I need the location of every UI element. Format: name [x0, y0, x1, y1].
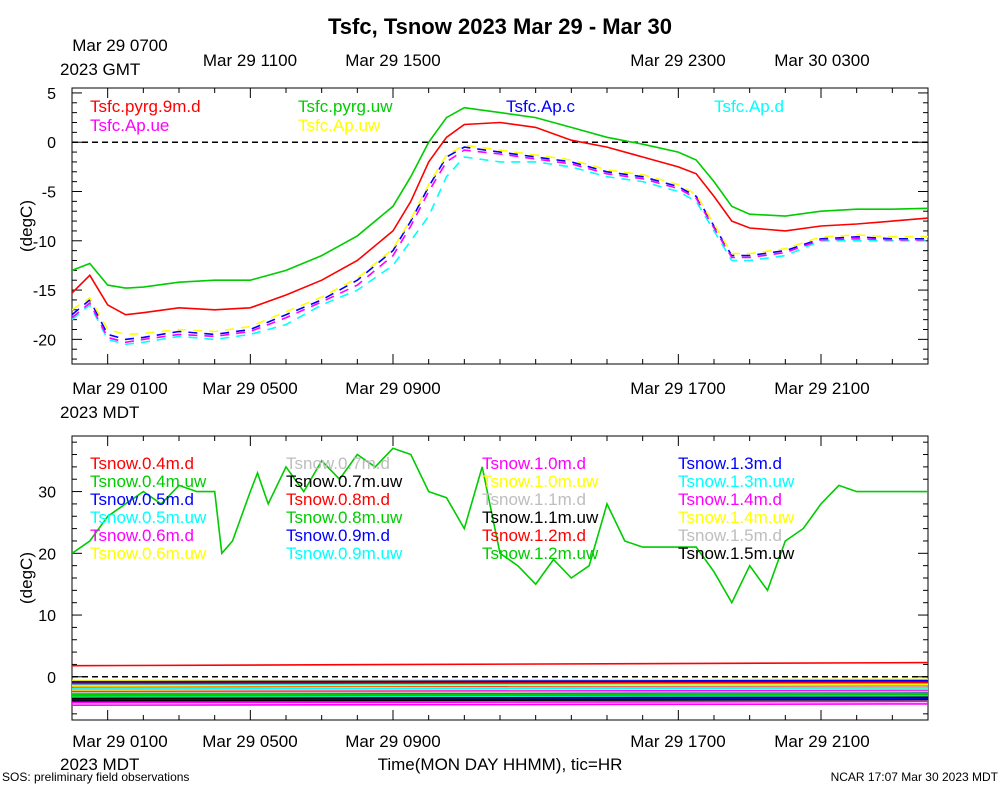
- chart-title: Tsfc, Tsnow 2023 Mar 29 - Mar 30: [328, 14, 672, 39]
- tsnow-y-tick-label: 30: [38, 485, 56, 502]
- gmt-timezone-label: 2023 GMT: [60, 60, 140, 79]
- series-line-Tsnow-0-4m-d: [72, 661, 928, 667]
- legend-entry-Tsnow-1-2m-uw: Tsnow.1.2m.uw: [482, 544, 599, 563]
- legend-entry-Tsnow-1-5m-uw: Tsnow.1.5m.uw: [678, 544, 795, 563]
- legend-entry-Tsnow-1-1m-d: Tsnow.1.1m.d: [482, 490, 586, 509]
- legend-entry-Tsnow-0-5m-uw: Tsnow.0.5m.uw: [90, 508, 207, 527]
- series-line-Tsnow-1-4m-uw: [72, 683, 928, 687]
- tsfc-panel: 5 0 -5 -10 -15 -20 (degC) Mar 29 0100 Mar 29 050…: [17, 36, 929, 398]
- footer-right: NCAR 17:07 Mar 30 2023 MDT: [831, 770, 999, 784]
- legend-entry-Tsnow-0-6m-uw: Tsnow.0.6m.uw: [90, 544, 207, 563]
- series-line-Tsfc-pyrg-9m-d: [72, 121, 928, 316]
- legend-entry-Tsfc-pyrg-uw: Tsfc.pyrg.uw: [298, 97, 393, 116]
- series-line-Tsfc-pyrg-uw: [72, 106, 928, 289]
- legend-entry-Tsfc-Ap-d: Tsfc.Ap.d: [714, 97, 784, 116]
- legend-entry-Tsfc-pyrg-9m-d: Tsfc.pyrg.9m.d: [90, 97, 201, 116]
- series-line-Tsnow-0-5m-uw: [72, 695, 928, 699]
- tsfc-y-axis-label: (degC): [17, 200, 36, 252]
- legend-entry-Tsnow-1-1m-uw: Tsnow.1.1m.uw: [482, 508, 599, 527]
- legend-entry-Tsfc-Ap-uw: Tsfc.Ap.uw: [298, 116, 381, 135]
- gmt-tick-label: Mar 29 1100: [203, 51, 297, 70]
- tsfc-mdt-tick-label: Mar 29 2100: [774, 379, 869, 398]
- series-line-Tsnow-0-9m-uw: [72, 682, 928, 686]
- tsfc-y-tick-label: -5: [42, 185, 56, 202]
- legend-entry-Tsnow-1-2m-d: Tsnow.1.2m.d: [482, 526, 586, 545]
- legend-entry-Tsfc-Ap-c: Tsfc.Ap.c: [506, 97, 575, 116]
- tsfc-mdt-tick-label: Mar 29 0500: [202, 379, 297, 398]
- tsnow-mdt-tick-label: Mar 29 0900: [345, 732, 440, 751]
- series-line-Tsfc-Ap-c: [72, 146, 928, 341]
- series-line-Tsnow-0-4m-uw: [72, 447, 928, 605]
- series-line-Tsnow-1-1m-uw: [72, 696, 928, 700]
- gmt-tick-label: Mar 29 2300: [630, 51, 725, 70]
- tsfc-mdt-tick-label: Mar 29 0100: [72, 379, 167, 398]
- tsnow-y-tick-label: 20: [38, 546, 56, 563]
- tsfc-y-tick-label: -15: [33, 283, 56, 300]
- tsnow-y-tick-label: 10: [38, 608, 56, 625]
- legend-entry-Tsnow-0-7m-uw: Tsnow.0.7m.uw: [286, 472, 403, 491]
- legend-entry-Tsnow-0-8m-uw: Tsnow.0.8m.uw: [286, 508, 403, 527]
- legend-entry-Tsnow-0-9m-uw: Tsnow.0.9m.uw: [286, 544, 403, 563]
- legend-entry-Tsfc-Ap-ue: Tsfc.Ap.ue: [90, 116, 169, 135]
- tsnow-mdt-tick-label: Mar 29 0100: [72, 732, 167, 751]
- series-line-Tsfc-Ap-uw: [72, 144, 928, 336]
- tsfc-y-tick-label: -10: [33, 234, 56, 251]
- legend-entry-Tsnow-1-4m-uw: Tsnow.1.4m.uw: [678, 508, 795, 527]
- series-line-Tsnow-0-9m-d: [72, 697, 928, 701]
- tsnow-series-group: [72, 447, 928, 707]
- tsnow-mdt-tick-label: Mar 29 2100: [774, 732, 869, 751]
- mdt-timezone-label-bottom: 2023 MDT: [60, 755, 139, 774]
- tsnow-mdt-tick-label: Mar 29 0500: [202, 732, 297, 751]
- gmt-tick-label: Mar 29 1500: [345, 51, 440, 70]
- tsfc-y-tick-label: 0: [47, 135, 56, 152]
- series-line-Tsnow-1-3m-d: [72, 679, 928, 683]
- legend-entry-Tsnow-1-5m-d: Tsnow.1.5m.d: [678, 526, 782, 545]
- series-line-Tsnow-1-2m-d: [72, 681, 928, 685]
- tsfc-mdt-tick-label: Mar 29 0900: [345, 379, 440, 398]
- legend-entry-Tsnow-0-4m-uw: Tsnow.0.4m.uw: [90, 472, 207, 491]
- series-line-Tsnow-0-6m-d: [72, 703, 928, 707]
- tsfc-y-tick-label: 5: [47, 86, 56, 103]
- legend-entry-Tsnow-0-9m-d: Tsnow.0.9m.d: [286, 526, 390, 545]
- series-line-Tsnow-1-0m-d: [72, 689, 928, 693]
- x-axis-label: Time(MON DAY HHMM), tic=HR: [378, 755, 623, 774]
- legend-entry-Tsnow-0-6m-d: Tsnow.0.6m.d: [90, 526, 194, 545]
- mdt-timezone-label-top: 2023 MDT: [60, 403, 139, 422]
- tsnow-y-axis-label: (degC): [17, 552, 36, 604]
- tsfc-mdt-tick-label: Mar 29 1700: [630, 379, 725, 398]
- legend-entry-Tsnow-1-3m-uw: Tsnow.1.3m.uw: [678, 472, 795, 491]
- series-line-Tsnow-1-5m-uw: [72, 698, 928, 702]
- series-line-Tsnow-1-2m-uw: [72, 693, 928, 697]
- legend-entry-Tsnow-1-0m-d: Tsnow.1.0m.d: [482, 454, 586, 473]
- series-line-Tsnow-1-4m-d: [72, 700, 928, 704]
- gmt-tick-label: Mar 30 0300: [774, 51, 869, 70]
- legend-entry-Tsnow-0-8m-d: Tsnow.0.8m.d: [286, 490, 390, 509]
- tsnow-y-tick-label: 0: [47, 670, 56, 687]
- series-line-Tsnow-0-8m-uw: [72, 692, 928, 696]
- legend-entry-Tsnow-0-5m-d: Tsnow.0.5m.d: [90, 490, 194, 509]
- tsfc-series-group: [72, 106, 928, 346]
- series-line-Tsnow-1-5m-d: [72, 690, 928, 694]
- legend-entry-Tsnow-0-7m-d: Tsnow.0.7m.d: [286, 454, 390, 473]
- tsnow-panel: 30 20 10 0 (degC) Mar 29 0100 Mar 29 0500 Mar 2…: [17, 435, 929, 751]
- tsfc-plot-frame: [71, 87, 929, 365]
- legend-entry-Tsnow-0-4m-d: Tsnow.0.4m.d: [90, 454, 194, 473]
- gmt-tick-label: Mar 29 0700: [72, 36, 167, 55]
- tsnow-mdt-tick-label: Mar 29 1700: [630, 732, 725, 751]
- series-line-Tsnow-0-6m-uw: [72, 688, 928, 692]
- legend-entry-Tsnow-1-3m-d: Tsnow.1.3m.d: [678, 454, 782, 473]
- series-line-Tsnow-1-0m-uw: [72, 678, 928, 682]
- series-line-Tsnow-1-3m-uw: [72, 687, 928, 690]
- series-line-Tsfc-Ap-ue: [72, 149, 928, 344]
- legend-entry-Tsnow-1-4m-d: Tsnow.1.4m.d: [678, 490, 782, 509]
- legend-entry-Tsnow-1-0m-uw: Tsnow.1.0m.uw: [482, 472, 599, 491]
- tsfc-y-tick-label: -20: [33, 332, 56, 349]
- series-line-Tsfc-Ap-d: [72, 156, 928, 346]
- footer-left: SOS: preliminary field observations: [2, 770, 189, 784]
